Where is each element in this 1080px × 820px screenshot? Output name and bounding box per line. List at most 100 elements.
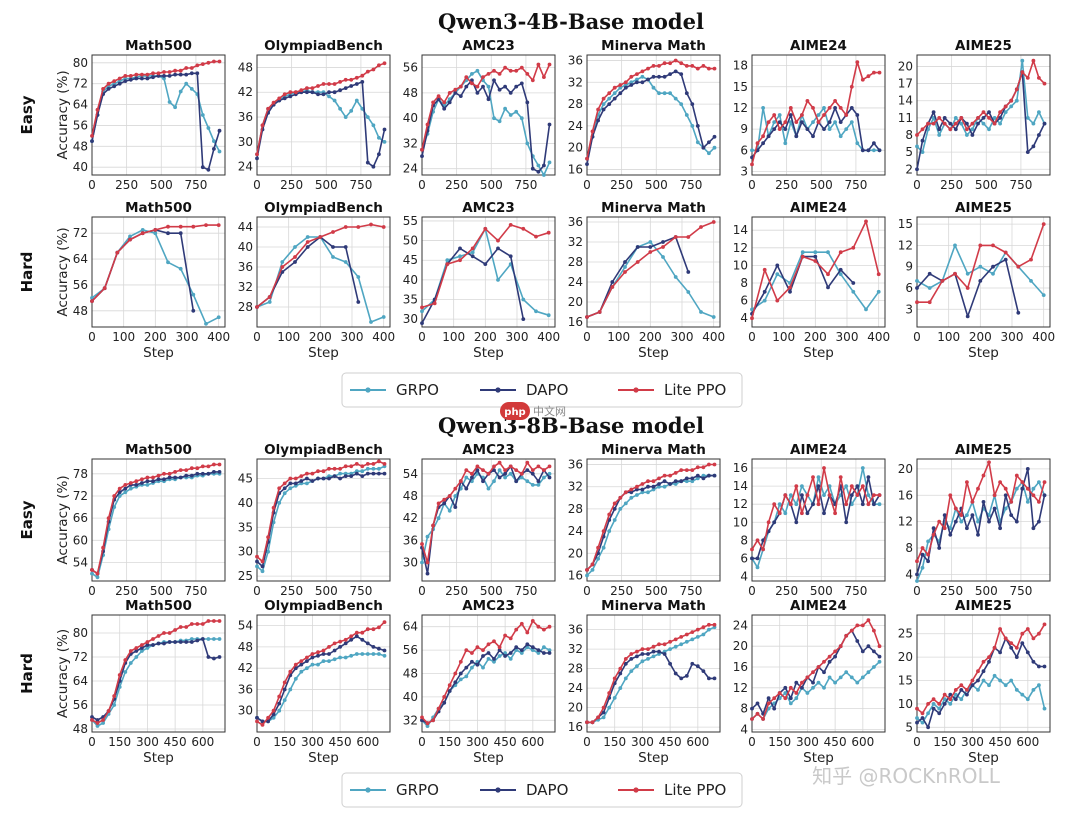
data-point-lite-ppo [420,542,424,546]
data-point-dapo [827,659,832,664]
data-point-dapo [117,81,122,86]
data-point-dapo [1003,493,1008,498]
data-point-dapo [811,680,815,685]
data-point-grpo [267,300,272,304]
y-tick-label: 78 [73,467,88,481]
panel-frame [91,216,226,328]
data-point-lite-ppo [635,260,640,264]
series-line-lite-ppo [751,61,880,165]
data-point-grpo [992,673,997,678]
data-point-lite-ppo [349,464,354,469]
data-point-lite-ppo [701,64,706,68]
data-point-lite-ppo [800,254,805,259]
y-tick-label: 16 [568,568,583,582]
data-point-grpo [255,564,259,569]
data-point-lite-ppo [442,100,447,105]
data-point-dapo [492,657,496,661]
data-point-grpo [217,149,222,154]
y-tick-label: 20 [898,650,913,664]
data-point-dapo [646,652,650,656]
data-point-grpo [134,655,139,659]
data-point-grpo [673,96,678,101]
data-point-lite-ppo [447,91,452,95]
x-tick-label: 750 [514,178,537,192]
data-point-grpo [293,676,298,681]
data-point-grpo [503,106,507,111]
data-point-grpo [998,121,1002,126]
data-point-dapo [184,640,189,644]
data-point-dapo [755,701,760,706]
data-point-grpo [690,637,695,642]
data-point-dapo [117,490,122,495]
data-point-grpo [844,670,849,675]
data-point-lite-ppo [695,66,700,71]
y-tick-label: 28 [568,97,583,111]
data-point-dapo [775,263,780,268]
data-point-grpo [1041,293,1046,297]
x-tick-label: 750 [184,178,207,192]
y-tick-label: 8 [740,276,748,290]
data-point-lite-ppo [305,86,309,90]
data-point-lite-ppo [1009,98,1014,103]
data-point-dapo [156,477,161,482]
panel-frame [751,54,886,176]
x-tick-label: 500 [315,584,338,598]
data-point-dapo [212,656,216,661]
data-point-grpo [519,651,524,655]
series-line-dapo [421,247,525,324]
data-point-dapo [316,476,320,481]
y-tick-label: 30 [238,545,253,559]
legend-marker-dapo [495,387,501,393]
data-point-grpo [651,487,656,492]
data-point-lite-ppo [635,649,639,654]
data-point-grpo [1003,506,1008,511]
data-point-lite-ppo [851,245,856,250]
panel-frame [751,614,886,733]
data-point-dapo [453,91,458,95]
data-point-dapo [915,167,919,172]
y-tick-label: 56 [73,118,88,132]
data-point-grpo [927,286,932,290]
data-point-grpo [673,275,678,279]
data-point-dapo [855,113,860,117]
data-point-dapo [503,471,507,476]
x-tick-label: 250 [445,178,468,192]
data-point-lite-ppo [191,224,196,229]
data-point-grpo [849,675,854,680]
y-tick-label: 14 [733,223,748,237]
x-tick-label: 400 [867,330,890,344]
data-point-grpo [382,653,387,658]
data-point-dapo [514,84,519,89]
data-point-grpo [382,140,387,144]
series-line-lite-ppo [91,620,220,724]
data-point-lite-ppo [167,631,172,635]
data-point-lite-ppo [926,702,930,706]
x-tick-label: 500 [645,584,668,598]
panel-frame [586,54,721,176]
y-axis-label: Accuracy (%) [55,629,71,718]
x-tick-label: 250 [445,584,468,598]
y-tick-label: 54 [403,467,418,481]
data-point-dapo [953,697,958,702]
data-point-lite-ppo [783,696,788,701]
y-tick-label: 10 [733,258,748,272]
y-tick-label: 54 [73,556,88,570]
x-tick-label: 100 [112,330,135,344]
x-axis-label: Step [803,345,834,361]
data-point-lite-ppo [623,490,628,495]
x-tick-label: 600 [686,735,709,749]
data-point-grpo [508,471,513,476]
data-point-dapo [596,118,600,123]
data-point-lite-ppo [365,627,370,632]
data-point-lite-ppo [783,493,788,497]
data-point-grpo [775,272,780,277]
data-point-grpo [816,475,821,479]
data-point-grpo [953,116,958,120]
data-point-lite-ppo [331,230,335,234]
x-tick-label: 400 [207,330,230,344]
data-point-lite-ppo [992,645,997,650]
data-point-dapo [635,487,639,492]
data-point-lite-ppo [1014,473,1019,478]
data-point-dapo [1025,150,1030,155]
data-point-dapo [514,479,519,484]
